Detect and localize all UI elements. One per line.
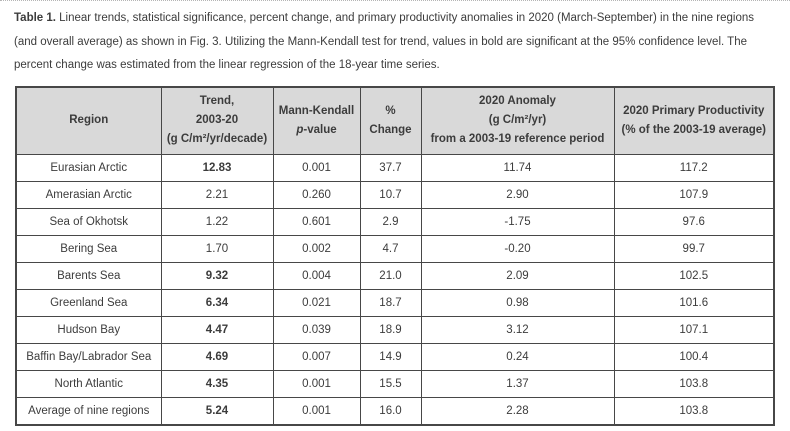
cell-productivity: 101.6 <box>613 288 775 317</box>
cell-p_value: 0.021 <box>272 288 361 317</box>
cell-trend: 1.22 <box>160 207 274 236</box>
table-row: Average of nine regions 5.24 0.001 16.0 2.28… <box>15 396 775 425</box>
cell-trend: 4.47 <box>160 315 274 344</box>
header-cell-pct_change: % Change <box>359 86 422 155</box>
cell-pct_change: 16.0 <box>359 396 422 425</box>
table-row: Baffin Bay/Labrador Sea 4.69 0.007 14.9 0.24… <box>15 342 775 371</box>
cell-p_value: 0.004 <box>272 261 361 290</box>
header-cell-region: Region <box>15 86 162 155</box>
cell-productivity: 103.8 <box>613 396 775 425</box>
header-cell-productivity: 2020 Primary Productivity (% of the 2003-… <box>613 86 775 155</box>
cell-pct_change: 21.0 <box>359 261 422 290</box>
cell-p_value: 0.260 <box>272 180 361 209</box>
cell-trend: 1.70 <box>160 234 274 263</box>
cell-pct_change: 2.9 <box>359 207 422 236</box>
cell-pct_change: 18.7 <box>359 288 422 317</box>
cell-region: Baffin Bay/Labrador Sea <box>15 342 162 371</box>
caption-label: Table 1. <box>14 12 56 24</box>
header-cell-anomaly: 2020 Anomaly (g C/m²/yr) from a 2003-19 re… <box>420 86 615 155</box>
cell-region: Average of nine regions <box>15 396 162 425</box>
cell-productivity: 117.2 <box>613 153 775 182</box>
table-row: Greenland Sea 6.34 0.021 18.7 0.98 101.6 <box>15 288 775 317</box>
cell-anomaly: 2.90 <box>420 180 615 209</box>
table-row: Eurasian Arctic 12.83 0.001 37.7 11.74 117.2 <box>15 153 775 182</box>
cell-p_value: 0.001 <box>272 369 361 398</box>
cell-productivity: 102.5 <box>613 261 775 290</box>
cell-region: North Atlantic <box>15 369 162 398</box>
cell-anomaly: 1.37 <box>420 369 615 398</box>
table-row: Sea of Okhotsk 1.22 0.601 2.9 -1.75 97.6 <box>15 207 775 236</box>
cell-pct_change: 18.9 <box>359 315 422 344</box>
cell-p_value: 0.007 <box>272 342 361 371</box>
cell-anomaly: -1.75 <box>420 207 615 236</box>
cell-trend: 12.83 <box>160 153 274 182</box>
table-caption: Table 1. Linear trends, statistical sign… <box>0 1 790 86</box>
cell-trend: 4.69 <box>160 342 274 371</box>
header-cell-p_value: Mann-Kendall p-value <box>272 86 361 155</box>
cell-p_value: 0.002 <box>272 234 361 263</box>
cell-pct_change: 4.7 <box>359 234 422 263</box>
cell-anomaly: 2.09 <box>420 261 615 290</box>
cell-productivity: 103.8 <box>613 369 775 398</box>
cell-productivity: 97.6 <box>613 207 775 236</box>
cell-productivity: 107.9 <box>613 180 775 209</box>
cell-pct_change: 10.7 <box>359 180 422 209</box>
cell-region: Barents Sea <box>15 261 162 290</box>
cell-p_value: 0.601 <box>272 207 361 236</box>
cell-trend: 6.34 <box>160 288 274 317</box>
header-cell-trend: Trend, 2003-20 (g C/m²/yr/decade) <box>160 86 274 155</box>
header-row: Region Trend, 2003-20 (g C/m²/yr/decade) Man… <box>15 86 775 155</box>
cell-trend: 4.35 <box>160 369 274 398</box>
cell-trend: 5.24 <box>160 396 274 425</box>
cell-region: Eurasian Arctic <box>15 153 162 182</box>
cell-productivity: 100.4 <box>613 342 775 371</box>
cell-region: Hudson Bay <box>15 315 162 344</box>
table-row: Amerasian Arctic 2.21 0.260 10.7 2.90 107.9 <box>15 180 775 209</box>
table-row: North Atlantic 4.35 0.001 15.5 1.37 103.8 <box>15 369 775 398</box>
cell-pct_change: 15.5 <box>359 369 422 398</box>
table-row: Barents Sea 9.32 0.004 21.0 2.09 102.5 <box>15 261 775 290</box>
cell-region: Amerasian Arctic <box>15 180 162 209</box>
cell-p_value: 0.001 <box>272 396 361 425</box>
cell-pct_change: 14.9 <box>359 342 422 371</box>
cell-anomaly: 0.24 <box>420 342 615 371</box>
data-table: Region Trend, 2003-20 (g C/m²/yr/decade) Man… <box>15 85 775 426</box>
caption-text: Linear trends, statistical significance,… <box>14 12 754 71</box>
cell-region: Greenland Sea <box>15 288 162 317</box>
table-row: Bering Sea 1.70 0.002 4.7 -0.20 99.7 <box>15 234 775 263</box>
table-row: Hudson Bay 4.47 0.039 18.9 3.12 107.1 <box>15 315 775 344</box>
cell-anomaly: 3.12 <box>420 315 615 344</box>
cell-p_value: 0.039 <box>272 315 361 344</box>
cell-trend: 2.21 <box>160 180 274 209</box>
table-body: Eurasian Arctic 12.83 0.001 37.7 11.74 117.2 A… <box>15 153 775 425</box>
cell-anomaly: 2.28 <box>420 396 615 425</box>
cell-productivity: 107.1 <box>613 315 775 344</box>
table-header: Region Trend, 2003-20 (g C/m²/yr/decade) Man… <box>15 86 775 155</box>
cell-anomaly: 11.74 <box>420 153 615 182</box>
cell-region: Sea of Okhotsk <box>15 207 162 236</box>
cell-anomaly: -0.20 <box>420 234 615 263</box>
cell-p_value: 0.001 <box>272 153 361 182</box>
cell-pct_change: 37.7 <box>359 153 422 182</box>
cell-anomaly: 0.98 <box>420 288 615 317</box>
cell-trend: 9.32 <box>160 261 274 290</box>
cell-region: Bering Sea <box>15 234 162 263</box>
cell-productivity: 99.7 <box>613 234 775 263</box>
